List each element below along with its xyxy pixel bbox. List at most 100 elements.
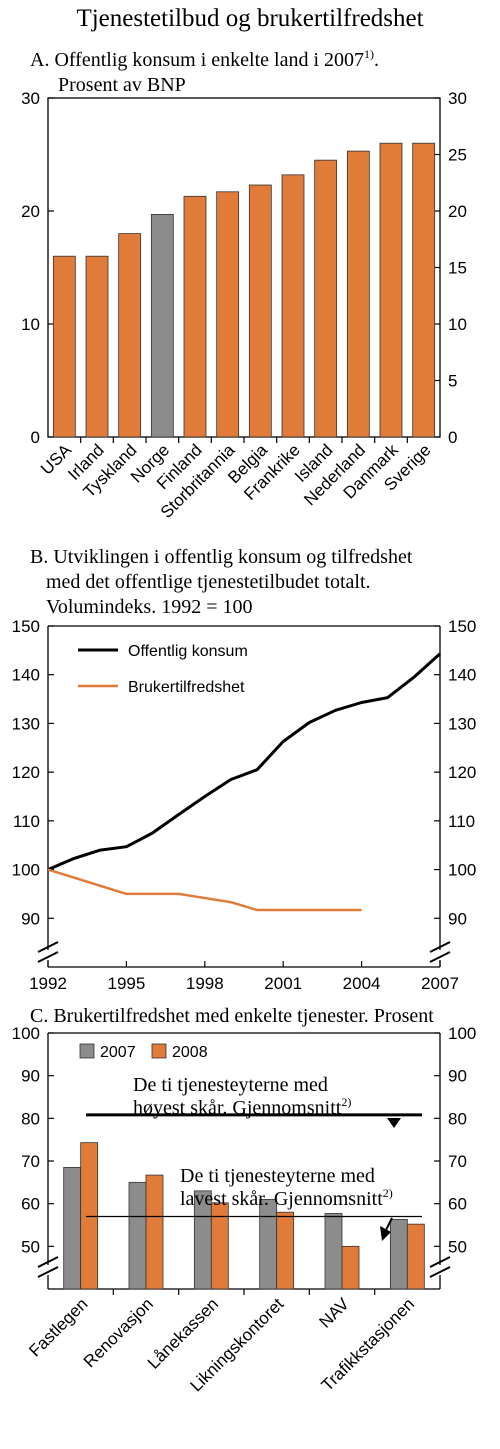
chart-b-right-tick-label: 150 [448,617,476,636]
chart-c-right-tick-label: 70 [448,1152,467,1171]
chart-c-reference-high-label-line-1: De ti tjenesteyterne med [133,1074,328,1096]
chart-a-bar [118,233,142,438]
chart-c-bar-2007 [259,1199,278,1290]
chart-a-right-tick-label: 25 [448,146,467,165]
chart-c-category-label: Fastlegen [25,1294,91,1360]
chart-c-reference-low-label-text: De ti tjenesteyterne med [180,1165,375,1187]
chart-b-right-tick-label: 140 [448,666,476,685]
chart-b-left-axis-break-a [37,941,59,953]
chart-c-bar-2008 [80,1142,99,1290]
chart-c-left-axis-break-a [37,1256,59,1268]
chart-c-right-tick-label: 80 [448,1109,467,1128]
chart-c-reference-low-label-footnote: 2) [383,1186,393,1200]
chart-c-bar-2007 [128,1181,147,1290]
chart-a-right-tick-label: 15 [448,259,467,278]
chart-c-right-tick-label: 50 [448,1237,467,1256]
chart-b-left-tick-label: 100 [12,861,40,880]
chart-b-x-tick-label: 1998 [186,974,224,993]
chart-c-reference-low-arrowhead [380,1226,391,1241]
chart-a-title-text: A. Offentlig konsum i enkelte land i 200… [30,49,364,71]
chart-a-subtitle: Prosent av BNP [58,74,186,96]
chart-c-bar-2008 [341,1245,360,1290]
chart-b-right-axis-break-b [429,951,451,963]
chart-b-x-tick-label: 1992 [29,974,67,993]
chart-c-bar-2007 [389,1219,408,1290]
chart-b-right-tick-label: 90 [448,909,467,928]
chart-b-x-tick-label: 2004 [343,974,381,993]
chart-c-reference-high-label-text: høyest skår. Gjennomsnitt [133,1097,342,1119]
chart-a-left-tick-label: 0 [31,428,40,447]
chart-a-bar [85,255,109,438]
chart-c-title: C. Brukertilfredshet med enkelte tjenest… [30,1005,434,1027]
chart-a-left-tick-label: 30 [21,89,40,108]
chart-a-right-tick-label: 10 [448,315,467,334]
chart-c-bar-2008 [145,1174,164,1290]
chart-c-right-axis-break-b [429,1266,451,1278]
chart-a-title-suffix: . [374,49,379,71]
chart-b-title-line-3: Volumindeks. 1992 = 100 [46,596,252,618]
chart-a-bar [379,142,403,438]
chart-b: B. Utviklingen i offentlig konsum og til… [12,546,477,993]
chart-b-series-line-brukertilfredshet [47,868,362,912]
chart-c: C. Brukertilfredshet med enkelte tjenest… [12,1005,477,1395]
chart-a-bar [52,255,76,438]
chart-a-bar [183,195,207,438]
chart-a-right-tick-label: 5 [448,372,457,391]
chart-a: A. Offentlig konsum i enkelte land i 200… [21,47,467,522]
chart-c-bar-2007 [63,1167,82,1290]
chart-b-left-tick-label: 130 [12,714,40,733]
chart-c-reference-high-label-footnote: 2) [341,1095,351,1109]
chart-a-bar [281,174,305,438]
chart-c-legend-swatch [79,1043,95,1059]
chart-a-bar [216,191,240,438]
chart-b-right-tick-label: 110 [448,812,475,831]
chart-b-x-tick-label: 1995 [107,974,145,993]
chart-b-left-tick-label: 90 [21,909,40,928]
chart-c-left-tick-label: 100 [12,1024,40,1043]
chart-c-left-tick-label: 80 [21,1109,40,1128]
chart-b-title-line-2: med det offentlige tjenestetilbudet tota… [46,571,371,593]
chart-c-right-tick-label: 100 [448,1024,476,1043]
chart-b-left-tick-label: 120 [12,763,40,782]
chart-c-reference-high-label-line-2: høyest skår. Gjennomsnitt2) [133,1095,351,1119]
chart-a-bar [150,213,174,438]
chart-b-left-tick-label: 150 [12,617,40,636]
figure-title: Tjenestetilbud og brukertilfredshet [76,5,423,32]
chart-b-right-tick-label: 130 [448,714,476,733]
chart-c-legend-label: 2007 [100,1044,136,1061]
chart-c-reference-low-label-line-2: lavest skår. Gjennomsnitt2) [180,1186,393,1210]
chart-b-left-axis-break-b [37,951,59,963]
chart-a-right-tick-label: 30 [448,89,467,108]
chart-c-left-tick-label: 70 [21,1152,40,1171]
chart-b-left-tick-label: 110 [13,812,40,831]
chart-b-right-tick-label: 120 [448,763,476,782]
chart-a-bar [248,184,272,438]
chart-c-legend-label: 2008 [172,1044,208,1061]
chart-c-reference-low-label-line-1: De ti tjenesteyterne med [180,1165,375,1187]
chart-a-bar [346,150,370,438]
chart-c-left-tick-label: 50 [21,1237,40,1256]
chart-a-title-footnote: 1) [364,47,374,61]
chart-c-bar-2008 [276,1211,295,1290]
chart-c-right-axis-break-a [429,1256,451,1268]
chart-b-series-line-offentlig-konsum [47,652,442,871]
chart-c-left-tick-label: 60 [21,1195,40,1214]
chart-a-bar [314,159,338,438]
chart-c-bar-2008 [210,1202,229,1290]
chart-b-right-axis-break-a [429,941,451,953]
chart-a-title: A. Offentlig konsum i enkelte land i 200… [30,47,379,71]
chart-c-category-label: NAV [316,1294,354,1332]
chart-a-left-tick-label: 10 [21,315,40,334]
chart-a-left-tick-label: 20 [21,202,40,221]
chart-c-right-tick-label: 90 [448,1067,467,1086]
chart-b-legend-label: Brukertilfredshet [128,679,245,696]
chart-c-bar-2007 [324,1213,343,1290]
chart-a-right-tick-label: 0 [448,428,457,447]
chart-c-left-tick-label: 90 [21,1067,40,1086]
chart-c-reference-low-label-text: lavest skår. Gjennomsnitt [180,1188,383,1210]
chart-b-left-tick-label: 140 [12,666,40,685]
chart-b-legend-label: Offentlig konsum [128,643,248,660]
chart-c-reference-high-label-text: De ti tjenesteyterne med [133,1074,328,1096]
chart-a-right-tick-label: 20 [448,202,467,221]
